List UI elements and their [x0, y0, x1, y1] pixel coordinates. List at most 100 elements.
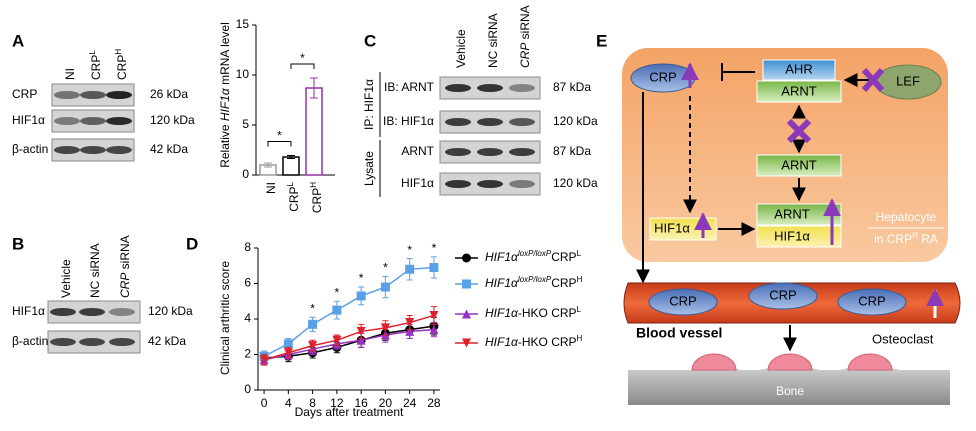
point: [308, 319, 318, 329]
legend-label: HIF1αloxP/loxPCRPH: [485, 275, 583, 291]
node-label: CRP: [858, 293, 885, 308]
series-line: [263, 314, 435, 361]
text-run: L: [88, 50, 97, 55]
kda-label: 120 kDa: [553, 176, 598, 190]
node-label: HIF1α: [774, 228, 810, 243]
text-run: L: [577, 249, 582, 258]
sig-label: *: [335, 285, 340, 299]
series-line: [263, 328, 434, 361]
band: [445, 180, 471, 188]
text-run: Relative: [218, 121, 232, 168]
band: [80, 91, 106, 99]
point: [356, 326, 366, 336]
legend-marker: [462, 279, 471, 289]
point: [429, 263, 439, 273]
band: [445, 148, 471, 156]
legend-label: HIF1α-HKO CRPH: [485, 334, 583, 350]
node-label: CRP: [669, 293, 696, 308]
band: [54, 117, 80, 125]
row-label: IB: HIF1α: [383, 114, 434, 128]
lane-label: CRPL: [88, 50, 104, 80]
band: [50, 308, 76, 316]
band: [109, 308, 135, 316]
node-label: LEF: [896, 73, 920, 88]
kda-label: 87 kDa: [553, 80, 591, 94]
node: [837, 288, 907, 316]
kda-label: 87 kDa: [553, 144, 591, 158]
legend-marker: [462, 253, 471, 263]
row-label: β-actin: [12, 142, 48, 156]
y-tick-label: 8: [244, 240, 251, 254]
band: [106, 91, 132, 99]
band: [509, 84, 535, 92]
kda-label: 120 kDa: [553, 114, 598, 128]
node: [756, 154, 842, 177]
x-tick-label: 8: [309, 396, 316, 410]
node: [756, 203, 842, 226]
node: [756, 225, 842, 248]
node: [762, 59, 836, 81]
kda-label: 120 kDa: [150, 113, 195, 127]
legend-marker: [462, 338, 471, 348]
error-bar: [287, 155, 295, 159]
error-bar: [310, 77, 318, 99]
text-run: CRP: [115, 55, 129, 80]
block: [786, 118, 812, 144]
node-label: CRP: [769, 287, 796, 302]
text-run: HIF1α: [485, 306, 519, 320]
legend-label: HIF1α-HKO CRPL: [485, 305, 582, 321]
band: [106, 117, 132, 125]
lane-label: NI: [63, 68, 77, 80]
x-tick-label: 20: [379, 396, 393, 410]
lane-label: CRPH: [114, 49, 130, 80]
text-run: HIF1α: [485, 335, 519, 349]
diagram: CRP AHR ARNT LEF ARNT HIF1α ARNT HIF1α H…: [622, 48, 961, 405]
node: [648, 288, 718, 316]
text-run: CRP: [551, 250, 576, 264]
sig-label: *: [277, 129, 282, 143]
band: [109, 338, 135, 346]
text-run: siRNA: [118, 235, 132, 272]
label: Blood vessel: [636, 325, 722, 341]
panel-label: E: [596, 31, 607, 50]
point: [356, 291, 366, 301]
band: [106, 146, 132, 154]
y-tick-label: 0: [244, 382, 251, 396]
sig-label: *: [310, 301, 315, 315]
text-run: HIF1α: [485, 250, 519, 264]
kda-label: 120 kDa: [148, 304, 193, 318]
node-label: CRP: [649, 69, 676, 84]
sig-label: *: [432, 241, 437, 255]
bone: [628, 366, 950, 405]
text-run: H: [577, 334, 583, 343]
node-label: ARNT: [781, 157, 816, 172]
legend-marker: [462, 309, 471, 319]
point: [356, 335, 366, 345]
y-tick-label: 5: [242, 117, 249, 131]
row-label: IB: ARNT: [384, 80, 435, 94]
osteoclasts: [691, 353, 893, 371]
text-run: CRP: [551, 276, 576, 290]
y-axis-label: Relative HIF1α mRNA level: [218, 22, 232, 168]
band: [50, 338, 76, 346]
x-tick-label: 24: [403, 396, 417, 410]
point: [429, 310, 439, 320]
text-run: CRP: [518, 43, 532, 68]
text-run: mRNA level: [218, 22, 232, 88]
panel-label: A: [12, 31, 24, 50]
group-label: IP: HIF1α: [362, 79, 376, 130]
panel-label: D: [186, 234, 198, 253]
point: [332, 335, 342, 345]
band: [509, 148, 535, 156]
text-run: L: [286, 181, 295, 186]
text-run: H: [309, 182, 318, 188]
kda-label: 42 kDa: [148, 334, 186, 348]
x-tick-label: 16: [354, 396, 368, 410]
cell-label: Hepatocyte: [876, 210, 937, 224]
row-label: β-actin: [12, 334, 48, 348]
band: [477, 148, 503, 156]
band: [477, 84, 503, 92]
y-tick-label: 2: [244, 347, 251, 361]
point: [259, 355, 269, 365]
sig-label: *: [359, 271, 364, 285]
